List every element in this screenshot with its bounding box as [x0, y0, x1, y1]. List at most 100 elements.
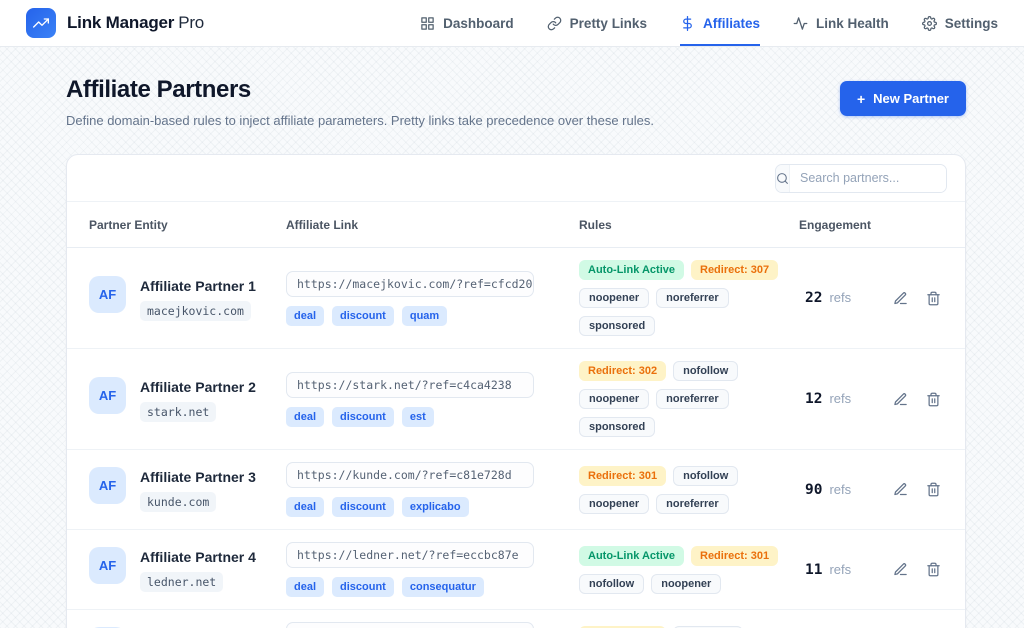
tag: discount: [332, 577, 394, 597]
trending-up-icon: [26, 8, 56, 38]
rule-badge: Auto-Link Active: [579, 260, 684, 280]
search-icon: [776, 164, 790, 192]
rule-badge: sponsored: [579, 316, 656, 336]
rule-badge: Redirect: 307: [691, 260, 779, 280]
dollar-icon: [680, 15, 695, 31]
table-row: AF Affiliate Partner 1 macejkovic.com ht…: [67, 248, 965, 349]
brand[interactable]: Link Manager Pro: [26, 0, 204, 46]
search-group: [775, 163, 947, 193]
refs-count: 90: [805, 481, 823, 498]
new-partner-button[interactable]: + New Partner: [839, 81, 966, 116]
partner-name: Affiliate Partner 3: [140, 469, 256, 485]
partners-card: Partner Entity Affiliate Link Rules Enga…: [66, 154, 966, 628]
delete-button[interactable]: [924, 390, 943, 409]
nav-item-link-health[interactable]: Link Health: [793, 0, 889, 46]
search-input[interactable]: [790, 164, 946, 192]
tag-list: deal discount explicabo: [286, 497, 579, 517]
rule-badge: Redirect: 301: [579, 465, 667, 486]
rule-badge: noreferrer: [656, 493, 729, 514]
affiliate-link-field[interactable]: https://kuhic.com/?ref=a87ff679: [286, 622, 534, 628]
rule-badge: noreferrer: [656, 288, 729, 308]
rule-badge: Redirect: 302: [579, 361, 667, 381]
partner-name: Affiliate Partner 2: [140, 378, 256, 395]
col-header-affiliate-link: Affiliate Link: [286, 217, 359, 232]
tag: est: [401, 406, 434, 427]
delete-button[interactable]: [924, 560, 943, 579]
rule-list: Auto-Link Active Redirect: 307 noopener nor…: [579, 260, 799, 336]
col-header-partner-entity: Partner Entity: [89, 217, 168, 232]
tag-list: deal discount consequatur: [286, 577, 579, 597]
rule-badge: nofollow: [673, 361, 739, 381]
rule-list: Redirect: 302noopenernoreferrer: [579, 625, 799, 628]
partner-name: Affiliate Partner 4: [140, 549, 256, 565]
nav-item-dashboard[interactable]: Dashboard: [420, 0, 514, 46]
avatar: AF: [89, 275, 126, 313]
rule-badge: noopener: [579, 493, 650, 514]
nav-item-settings[interactable]: Settings: [921, 0, 998, 46]
table-header: Partner Entity Affiliate Link Rules Enga…: [67, 202, 965, 248]
affiliate-link-field[interactable]: https://ledner.net/?ref=eccbc87e: [286, 542, 534, 568]
tag: discount: [332, 497, 394, 517]
tag-list: deal discount quam: [286, 305, 579, 326]
edit-button[interactable]: [891, 480, 910, 499]
refs-count: 12: [805, 391, 823, 407]
table-row: AF Affiliate Partner 5 kuhic.com https:/…: [67, 610, 965, 628]
table-row: AF Affiliate Partner 2 stark.net https:/…: [67, 349, 965, 450]
plus-icon: +: [856, 90, 866, 107]
page-subtitle: Define domain-based rules to inject affi…: [66, 113, 654, 128]
col-header-rules: Rules: [579, 217, 612, 232]
table-row: AF Affiliate Partner 3 kunde.com https:/…: [67, 450, 965, 530]
partner-domain: kunde.com: [140, 492, 217, 512]
rule-list: Redirect: 301 nofollow noopener noreferrer: [579, 465, 799, 514]
refs-label: refs: [829, 290, 852, 305]
tag: discount: [332, 305, 394, 326]
edit-button[interactable]: [891, 390, 910, 409]
main-nav: Dashboard Pretty Links Affiliates Link H…: [420, 0, 998, 46]
affiliate-link-field[interactable]: https://kunde.com/?ref=c81e728d: [286, 462, 534, 488]
nav-item-pretty-links[interactable]: Pretty Links: [547, 0, 647, 46]
delete-button[interactable]: [924, 289, 943, 308]
delete-button[interactable]: [924, 480, 943, 499]
tag: discount: [332, 406, 394, 427]
page-title: Affiliate Partners: [66, 76, 251, 103]
refs-count: 11: [805, 561, 823, 578]
partner-rows: AF Affiliate Partner 1 macejkovic.com ht…: [67, 248, 965, 628]
refs-count: 22: [805, 290, 823, 306]
affiliate-link-field[interactable]: https://stark.net/?ref=c4ca4238: [286, 371, 534, 398]
tag: consequatur: [401, 577, 484, 597]
partner-domain: stark.net: [140, 401, 217, 422]
rule-badge: noopener: [579, 389, 650, 409]
tag-list: deal discount est: [286, 406, 579, 427]
rule-list: Auto-Link Active Redirect: 301 nofollow noo…: [579, 545, 799, 594]
top-navbar: Link Manager Pro Dashboard Pretty Links A…: [0, 0, 1024, 47]
page-content: Affiliate Partners Define domain-based r…: [66, 47, 966, 628]
refs-label: refs: [829, 481, 852, 497]
brand-name: Link Manager Pro: [67, 13, 205, 32]
table-row: AF Affiliate Partner 4 ledner.net https:…: [67, 530, 965, 610]
rule-badge: nofollow: [673, 465, 739, 486]
pulse-icon: [793, 16, 808, 31]
partner-name: Affiliate Partner 1: [140, 277, 256, 294]
tag: deal: [286, 406, 325, 427]
tag: deal: [286, 305, 325, 326]
rule-badge: noopener: [579, 288, 650, 308]
rule-badge: sponsored: [579, 417, 656, 437]
avatar: AF: [89, 376, 126, 414]
tag: deal: [286, 577, 325, 597]
rule-badge: noopener: [651, 573, 722, 594]
avatar: AF: [89, 547, 126, 584]
edit-button[interactable]: [891, 289, 910, 308]
grid-icon: [420, 16, 435, 31]
nav-item-affiliates[interactable]: Affiliates: [679, 0, 760, 46]
col-header-engagement: Engagement: [799, 217, 872, 232]
avatar: AF: [89, 467, 126, 504]
tag: explicabo: [401, 497, 469, 517]
rule-badge: Redirect: 301: [691, 545, 779, 566]
rule-badge: noreferrer: [656, 389, 729, 409]
tag: quam: [401, 305, 448, 326]
affiliate-link-field[interactable]: https://macejkovic.com/?ref=cfcd2084: [286, 270, 534, 297]
rule-badge: Auto-Link Active: [579, 545, 684, 566]
partner-domain: macejkovic.com: [140, 300, 251, 321]
rule-badge: Redirect: 302: [579, 625, 667, 628]
edit-button[interactable]: [891, 560, 910, 579]
